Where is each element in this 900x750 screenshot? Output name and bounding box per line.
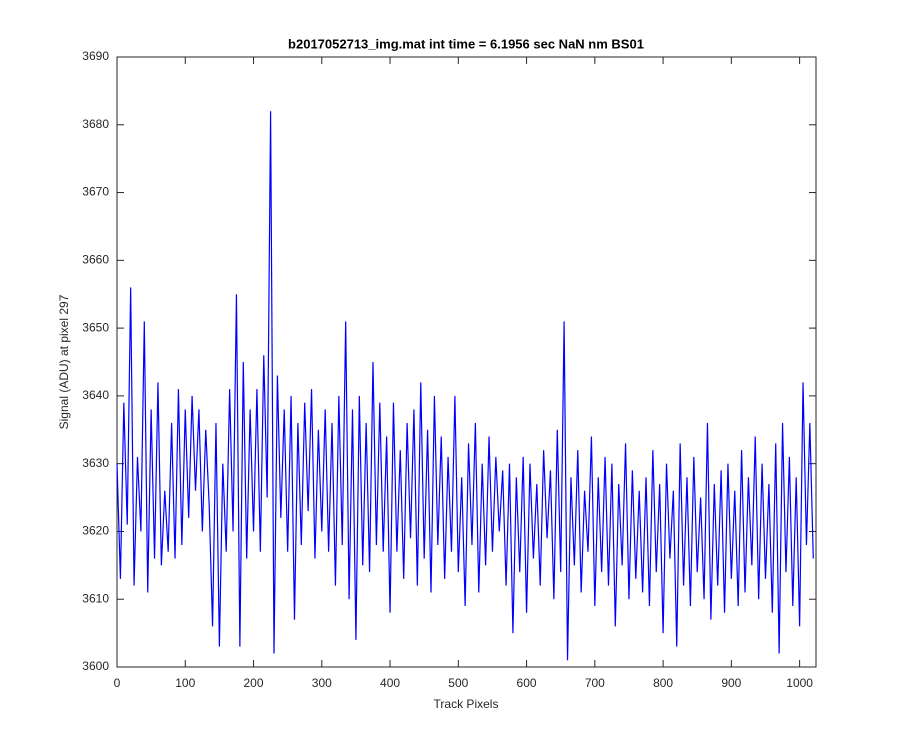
x-tick-label: 900: [721, 676, 741, 690]
y-tick-label: 3650: [82, 320, 109, 334]
y-tick-label: 3660: [82, 253, 109, 267]
y-tick-label: 3670: [82, 185, 109, 199]
x-tick-label: 1000: [786, 676, 813, 690]
x-tick-label: 500: [448, 676, 468, 690]
y-tick-label: 3640: [82, 388, 109, 402]
data-line: [116, 111, 814, 661]
x-tick-label: 700: [585, 676, 605, 690]
x-axis-label: Track Pixels: [434, 697, 499, 711]
y-axis-label: Signal (ADU) at pixel 297: [57, 294, 71, 429]
x-tick-label: 800: [653, 676, 673, 690]
y-tick-label: 3610: [82, 591, 109, 605]
y-tick-label: 3690: [82, 49, 109, 63]
x-tick-label: 400: [380, 676, 400, 690]
y-tick-label: 3620: [82, 524, 109, 538]
x-tick-label: 200: [244, 676, 264, 690]
y-tick-label: 3630: [82, 456, 109, 470]
x-tick-label: 0: [114, 676, 121, 690]
y-tick-label: 3680: [82, 117, 109, 131]
x-tick-label: 600: [517, 676, 537, 690]
axes-box: [116, 56, 817, 668]
chart-title: b2017052713_img.mat int time = 6.1956 se…: [288, 36, 644, 51]
x-tick-label: 100: [175, 676, 195, 690]
y-tick-label: 3600: [82, 659, 109, 673]
x-tick-label: 300: [312, 676, 332, 690]
